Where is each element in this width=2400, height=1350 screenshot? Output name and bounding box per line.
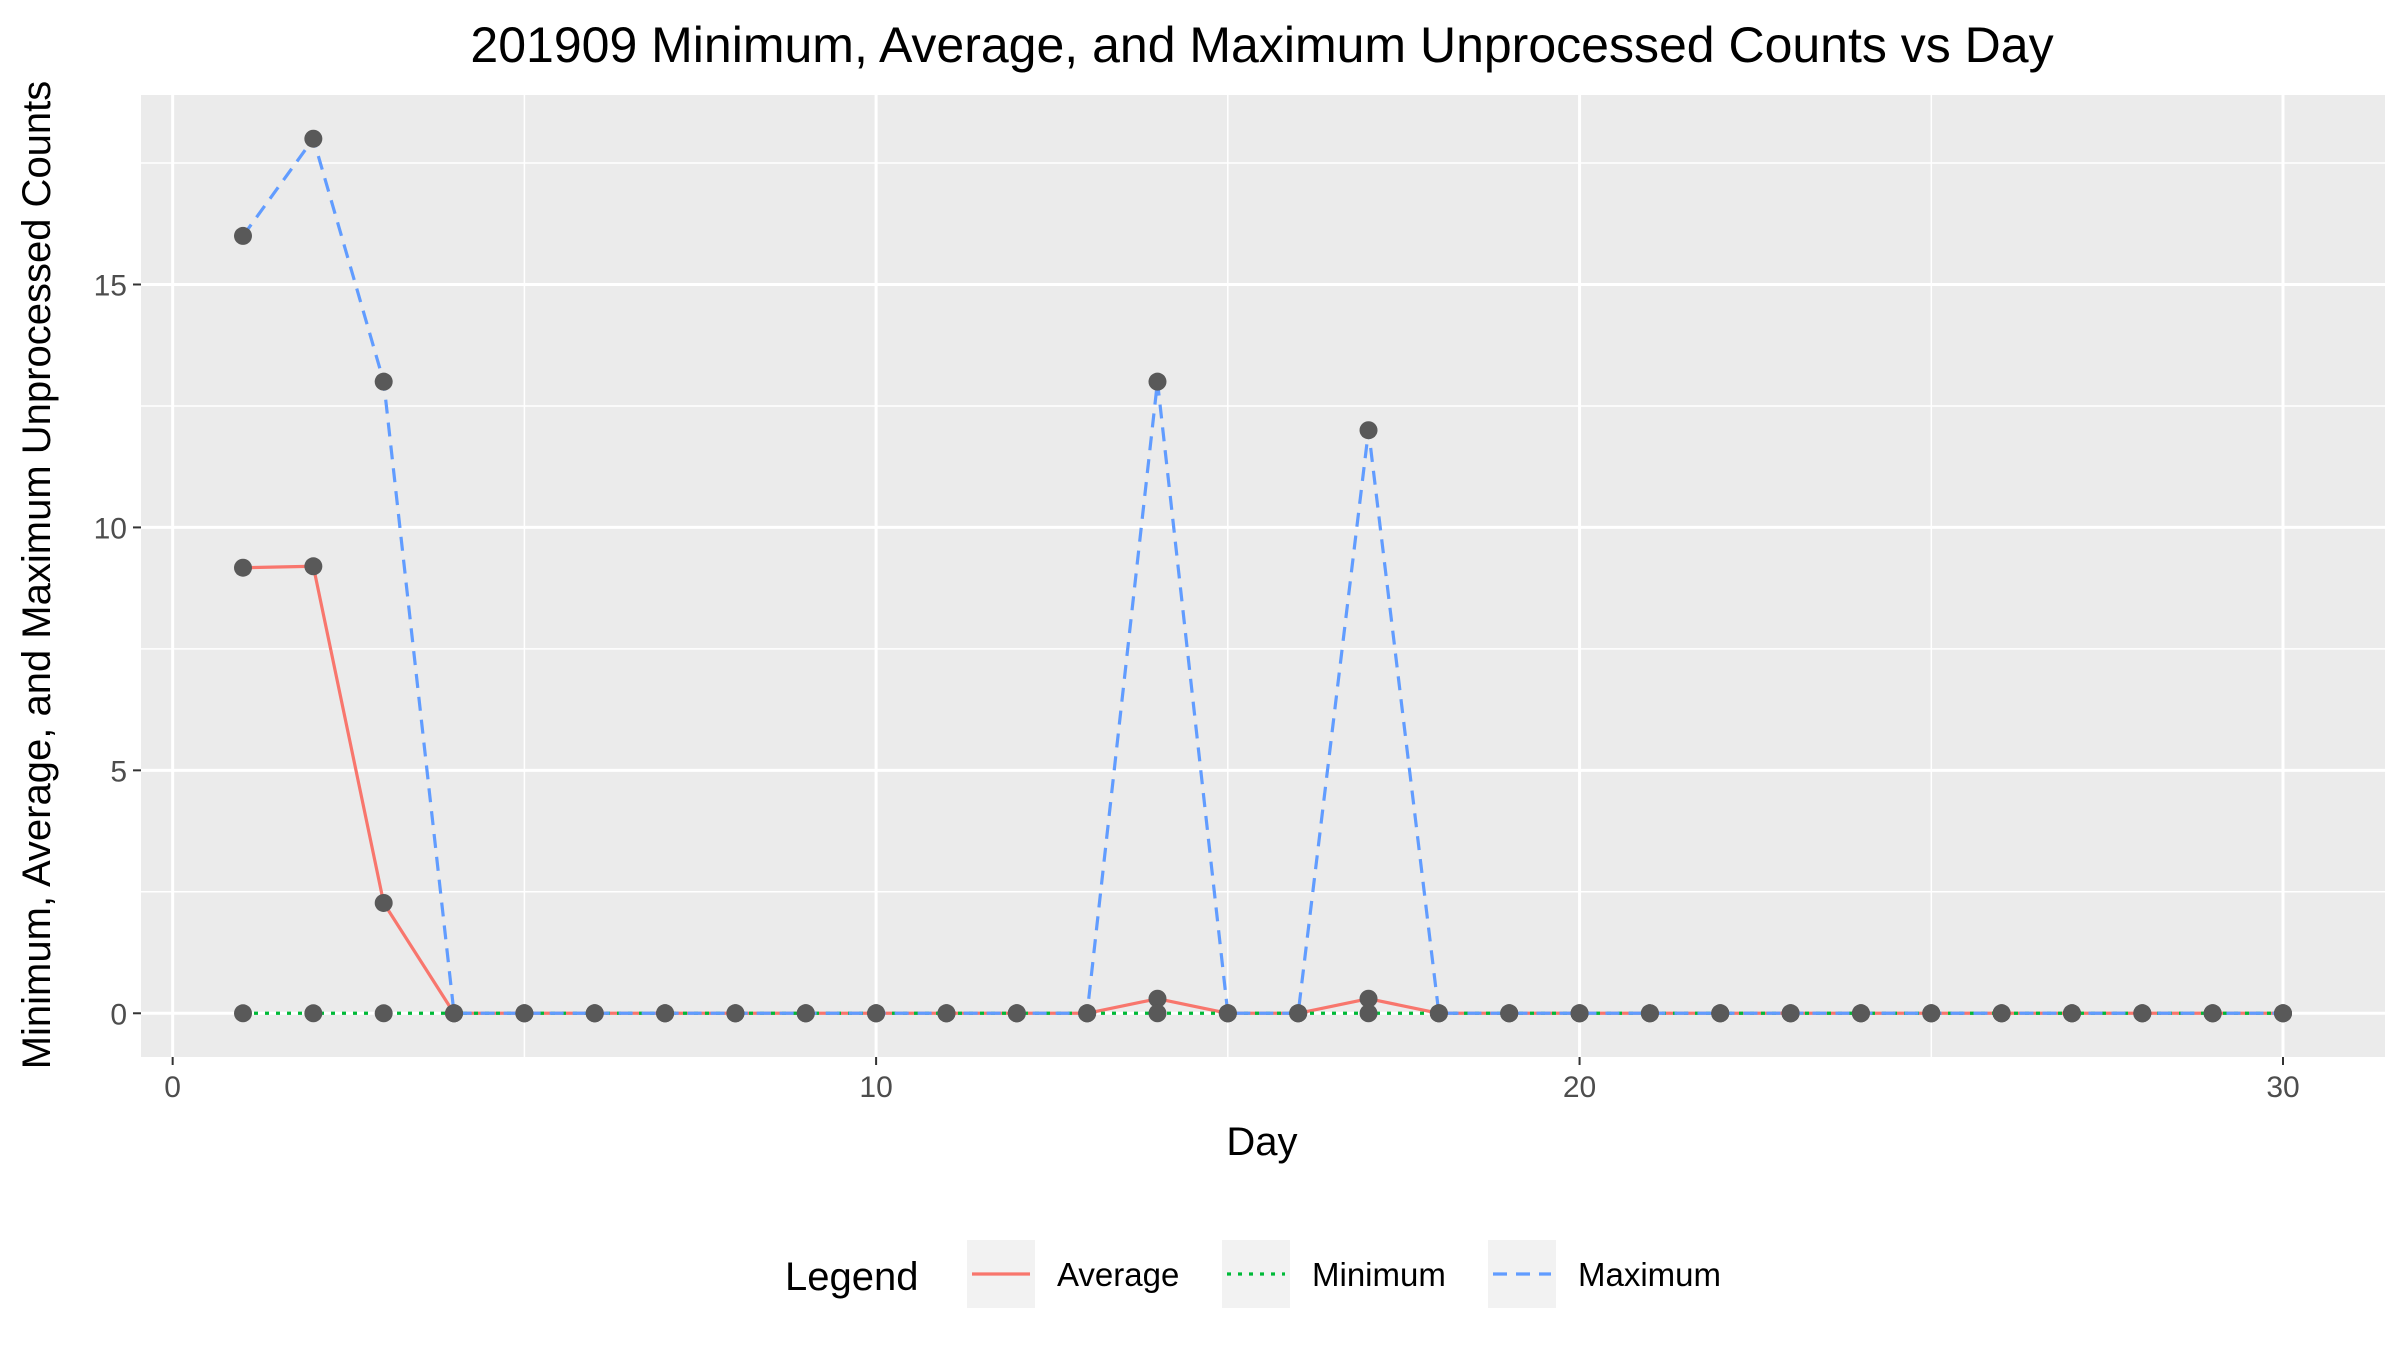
data-point-maximum (796, 1004, 815, 1023)
legend-key-minimum (1222, 1240, 1290, 1308)
data-point-maximum (585, 1004, 604, 1023)
plot-panel: 0 10 20 30 0 5 10 15 (94, 95, 2385, 1104)
y-tick-label: 15 (94, 269, 127, 302)
legend-title: Legend (785, 1255, 918, 1299)
data-point-maximum (1289, 1004, 1308, 1023)
x-tick-label: 30 (2266, 1071, 2299, 1104)
legend-label-average: Average (1057, 1256, 1179, 1293)
data-point-average (374, 893, 393, 912)
data-point-maximum (1429, 1004, 1448, 1023)
series-line-maximum (241, 137, 2283, 1015)
data-point-maximum (1992, 1004, 2011, 1023)
data-point-minimum (304, 1004, 323, 1023)
data-point-maximum (2274, 1004, 2292, 1023)
data-point-maximum (304, 129, 323, 148)
x-tick-label: 20 (1563, 1071, 1596, 1104)
data-point-maximum (374, 372, 393, 391)
data-point-average (1359, 989, 1378, 1008)
data-point-minimum (234, 1004, 252, 1023)
data-point-maximum (1711, 1004, 1730, 1023)
data-point-maximum (1078, 1004, 1097, 1023)
data-point-maximum (515, 1004, 534, 1023)
y-tick-label: 0 (110, 998, 127, 1031)
legend-label-minimum: Minimum (1312, 1256, 1446, 1293)
data-point-maximum (656, 1004, 675, 1023)
data-point-maximum (1922, 1004, 1941, 1023)
data-point-average (234, 558, 252, 577)
data-point-maximum (1359, 421, 1378, 440)
data-point-maximum (1640, 1004, 1659, 1023)
x-tick-label: 10 (859, 1071, 892, 1104)
data-point-maximum (2133, 1004, 2152, 1023)
data-point-average (304, 557, 323, 576)
y-tick-label: 5 (110, 755, 127, 788)
data-point-maximum (2062, 1004, 2081, 1023)
x-tick-label: 0 (164, 1071, 181, 1104)
chart-title: 201909 Minimum, Average, and Maximum Unp… (470, 17, 2053, 73)
data-point-maximum (1781, 1004, 1800, 1023)
data-point-maximum (1218, 1004, 1237, 1023)
data-point-maximum (1500, 1004, 1519, 1023)
data-point-average (1148, 989, 1167, 1008)
y-axis-title: Minimum, Average, and Maximum Unprocesse… (15, 81, 59, 1070)
legend: Legend Average Minimum Maximum (785, 1240, 1721, 1308)
legend-label-maximum: Maximum (1578, 1256, 1721, 1293)
data-point-maximum (1007, 1004, 1026, 1023)
data-point-maximum (867, 1004, 886, 1023)
y-tick-label: 10 (94, 512, 127, 545)
data-point-maximum (2203, 1004, 2222, 1023)
data-point-minimum (374, 1004, 393, 1023)
data-point-maximum (1570, 1004, 1589, 1023)
data-point-maximum (1851, 1004, 1870, 1023)
data-point-maximum (937, 1004, 956, 1023)
data-point-maximum (726, 1004, 745, 1023)
data-point-maximum (445, 1004, 464, 1023)
data-point-maximum (234, 226, 252, 245)
data-point-minimum (1148, 1004, 1167, 1023)
panel-background (141, 95, 2385, 1057)
x-axis-title: Day (1226, 1120, 1297, 1164)
data-point-minimum (1359, 1004, 1378, 1023)
data-point-maximum (1148, 372, 1167, 391)
